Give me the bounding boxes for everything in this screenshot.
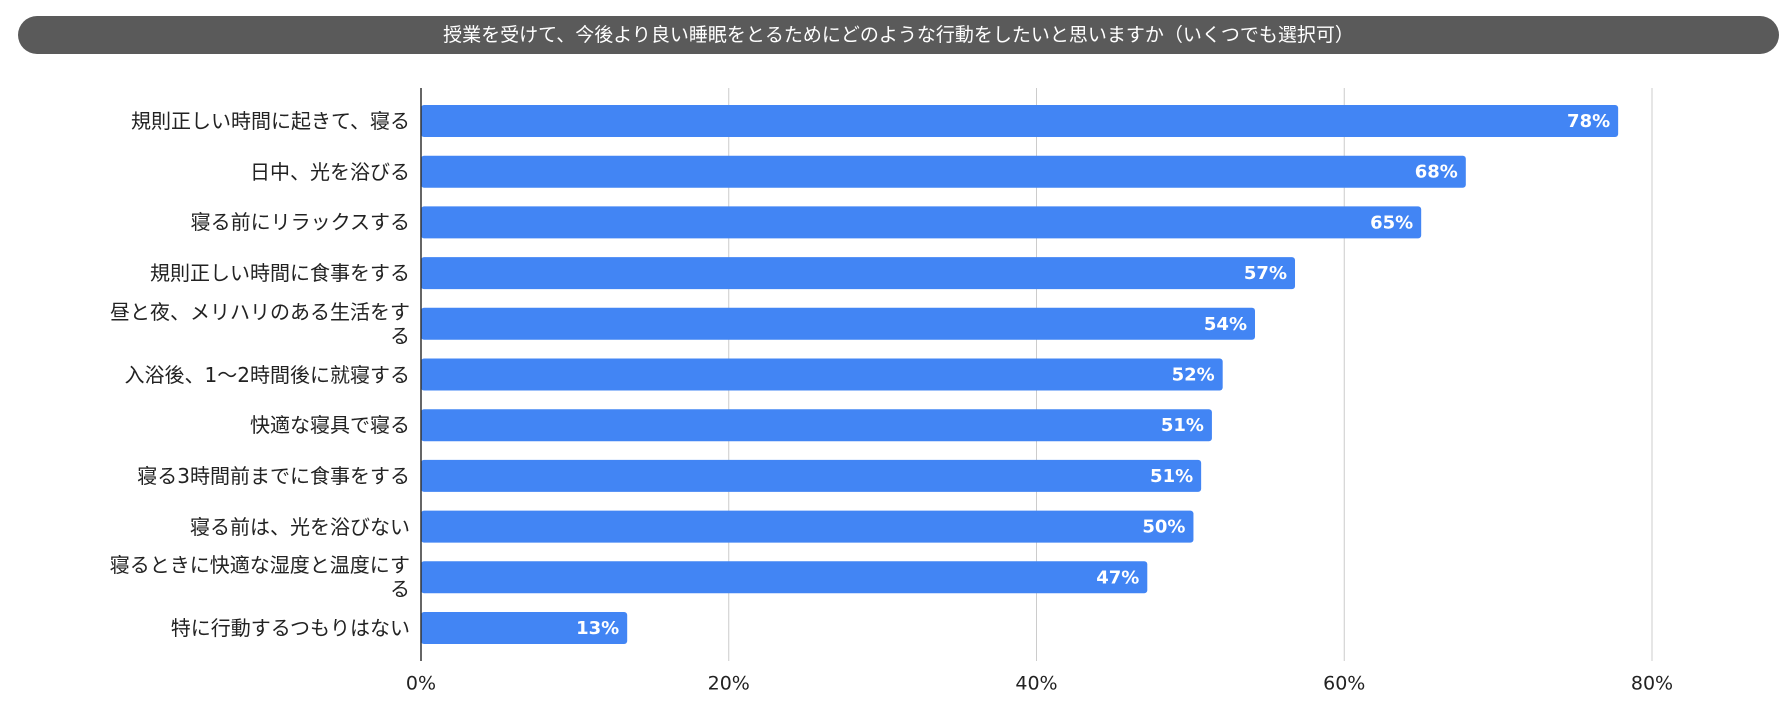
value-label: 52% <box>1172 365 1215 386</box>
category-label: 寝る前にリラックスする <box>190 210 410 235</box>
value-label: 78% <box>1567 111 1610 132</box>
value-label: 51% <box>1161 415 1204 436</box>
bar <box>421 409 1212 442</box>
value-label: 51% <box>1150 466 1193 487</box>
x-tick-label: 20% <box>708 673 750 695</box>
value-label: 47% <box>1096 567 1139 588</box>
value-label: 54% <box>1204 314 1247 335</box>
bar <box>421 510 1194 543</box>
category-label: 昼と夜、メリハリのある生活をする <box>110 299 410 348</box>
bar <box>421 612 628 644</box>
category-label: 入浴後、1〜2時間後に就寝する <box>124 362 410 387</box>
bar <box>421 459 1202 492</box>
x-tick-label: 0% <box>406 673 436 695</box>
category-label: 規則正しい時間に起きて、寝る <box>131 109 410 133</box>
category-label: 寝る前は、光を浴びない <box>190 514 410 539</box>
bar <box>421 206 1422 239</box>
category-label: 寝るときに快適な湿度と温度にする <box>109 553 410 602</box>
category-label: 日中、光を浴びる <box>250 159 410 184</box>
value-label: 50% <box>1142 517 1185 538</box>
bar <box>421 358 1223 391</box>
value-label: 68% <box>1415 162 1458 183</box>
bar <box>421 307 1256 340</box>
category-label: 快適な寝具で寝る <box>250 413 410 438</box>
x-tick-label: 40% <box>1015 673 1057 695</box>
chart-title: 授業を受けて、今後より良い睡眠をとるためにどのような行動をしたいと思いますか（い… <box>18 16 1779 54</box>
bar <box>421 561 1148 594</box>
category-label: 寝る3時間前までに食事をする <box>137 463 410 488</box>
bar <box>421 155 1466 188</box>
category-label: 特に行動するつもりはない <box>170 616 410 640</box>
value-label: 13% <box>576 618 619 639</box>
value-label: 57% <box>1244 263 1287 284</box>
x-tick-label: 60% <box>1323 673 1365 695</box>
x-tick-label: 80% <box>1631 673 1673 695</box>
category-label: 規則正しい時間に食事をする <box>150 261 410 286</box>
bar <box>421 257 1296 290</box>
value-label: 65% <box>1370 212 1413 233</box>
bar <box>421 105 1619 137</box>
